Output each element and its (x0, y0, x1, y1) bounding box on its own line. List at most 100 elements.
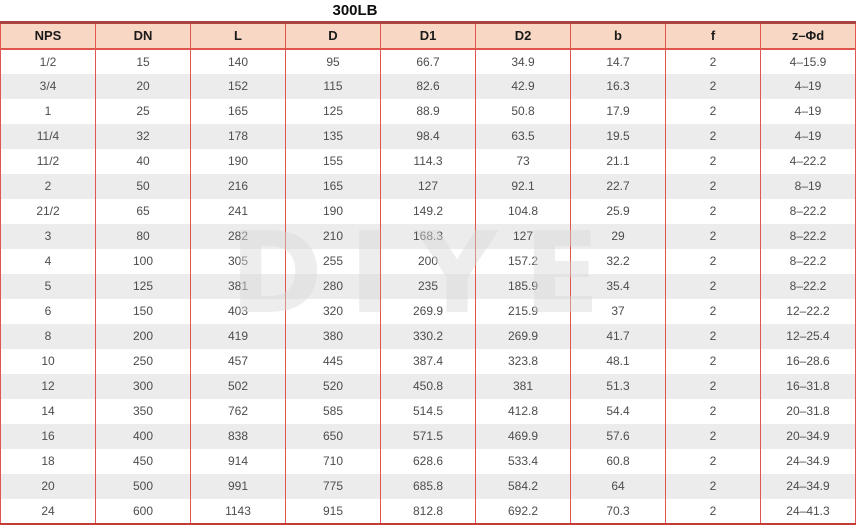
table-cell: 215.9 (475, 298, 571, 324)
table-cell: 762 (190, 398, 286, 424)
table-cell: 2 (665, 298, 761, 324)
table-cell: 16.3 (570, 73, 666, 99)
table-cell: 3/4 (0, 73, 96, 99)
table-cell: 2 (665, 198, 761, 224)
table-cell: 4–19 (760, 98, 856, 124)
table-cell: 40 (95, 148, 191, 174)
table-cell: 4–19 (760, 123, 856, 149)
table-cell: 381 (190, 273, 286, 299)
table-cell: 2 (665, 373, 761, 399)
table-cell: 305 (190, 248, 286, 274)
table-cell: 12–22.2 (760, 298, 856, 324)
column-header-f: f (665, 21, 761, 50)
table-cell: 2 (665, 98, 761, 124)
column-header-d1: D1 (380, 21, 476, 50)
table-cell: 24 (0, 498, 96, 525)
table-cell: 80 (95, 223, 191, 249)
column-header-d2: D2 (475, 21, 571, 50)
table-row: 16 400 838 650 571.5 469.9 57.6 2 20–34.9 (0, 423, 856, 449)
table-cell: 8–22.2 (760, 273, 856, 299)
table-row: 1/2 15 140 95 66.7 34.9 14.7 2 4–15.9 (0, 48, 856, 74)
table-cell: 514.5 (380, 398, 476, 424)
table-cell: 282 (190, 223, 286, 249)
table-cell: 320 (285, 298, 381, 324)
table-cell: 650 (285, 423, 381, 449)
table-cell: 32.2 (570, 248, 666, 274)
table-cell: 42.9 (475, 73, 571, 99)
table-cell: 54.4 (570, 398, 666, 424)
table-cell: 190 (285, 198, 381, 224)
table-cell: 21.1 (570, 148, 666, 174)
table-row: 21/2 65 241 190 149.2 104.8 25.9 2 8–22.2 (0, 198, 856, 224)
table-cell: 502 (190, 373, 286, 399)
table-cell: 18 (0, 448, 96, 474)
table-cell: 8–22.2 (760, 198, 856, 224)
table-cell: 914 (190, 448, 286, 474)
table-cell: 16–28.6 (760, 348, 856, 374)
table-row: 24 600 1143 915 812.8 692.2 70.3 2 24–41.3 (0, 498, 856, 525)
table-cell: 8–22.2 (760, 223, 856, 249)
table-cell: 1/2 (0, 48, 96, 74)
table-cell: 915 (285, 498, 381, 525)
table-cell: 14.7 (570, 48, 666, 74)
table-cell: 2 (665, 48, 761, 74)
table-row: 20 500 991 775 685.8 584.2 64 2 24–34.9 (0, 473, 856, 499)
table-cell: 584.2 (475, 473, 571, 499)
table-cell: 12 (0, 373, 96, 399)
table-cell: 8–19 (760, 173, 856, 199)
table-cell: 12–25.4 (760, 323, 856, 349)
table-cell: 323.8 (475, 348, 571, 374)
table-cell: 165 (190, 98, 286, 124)
table-cell: 412.8 (475, 398, 571, 424)
table-cell: 95 (285, 48, 381, 74)
table-cell: 235 (380, 273, 476, 299)
table-cell: 2 (665, 223, 761, 249)
table-row: 8 200 419 380 330.2 269.9 41.7 2 12–25.4 (0, 323, 856, 349)
table-cell: 255 (285, 248, 381, 274)
table-cell: 100 (95, 248, 191, 274)
table-cell: 115 (285, 73, 381, 99)
table-cell: 50.8 (475, 98, 571, 124)
table-row: 2 50 216 165 127 92.1 22.7 2 8–19 (0, 173, 856, 199)
table-cell: 2 (665, 73, 761, 99)
table-cell: 2 (665, 123, 761, 149)
table-cell: 4–19 (760, 73, 856, 99)
table-cell: 457 (190, 348, 286, 374)
table-cell: 400 (95, 423, 191, 449)
table-cell: 11/2 (0, 148, 96, 174)
table-cell: 152 (190, 73, 286, 99)
table-cell: 300 (95, 373, 191, 399)
table-cell: 692.2 (475, 498, 571, 525)
column-header-z-d: z–Φd (760, 21, 856, 50)
table-cell: 4–15.9 (760, 48, 856, 74)
table-cell: 2 (665, 448, 761, 474)
table-cell: 1 (0, 98, 96, 124)
table-row: 3/4 20 152 115 82.6 42.9 16.3 2 4–19 (0, 73, 856, 99)
table-cell: 10 (0, 348, 96, 374)
table-cell: 628.6 (380, 448, 476, 474)
table-cell: 60.8 (570, 448, 666, 474)
table-cell: 710 (285, 448, 381, 474)
table-cell: 2 (665, 348, 761, 374)
table-cell: 241 (190, 198, 286, 224)
table-cell: 63.5 (475, 123, 571, 149)
table-cell: 127 (475, 223, 571, 249)
table-cell: 125 (285, 98, 381, 124)
table-row: 1 25 165 125 88.9 50.8 17.9 2 4–19 (0, 98, 856, 124)
column-header-b: b (570, 21, 666, 50)
table-cell: 149.2 (380, 198, 476, 224)
table-cell: 24–34.9 (760, 473, 856, 499)
table-cell: 2 (665, 423, 761, 449)
table-cell: 600 (95, 498, 191, 525)
table-cell: 350 (95, 398, 191, 424)
table-cell: 4 (0, 248, 96, 274)
table-cell: 20 (0, 473, 96, 499)
table-cell: 775 (285, 473, 381, 499)
table-cell: 73 (475, 148, 571, 174)
table-cell: 140 (190, 48, 286, 74)
table-cell: 533.4 (475, 448, 571, 474)
table-cell: 155 (285, 148, 381, 174)
table-cell: 520 (285, 373, 381, 399)
table-row: 12 300 502 520 450.8 381 51.3 2 16–31.8 (0, 373, 856, 399)
table-row: 6 150 403 320 269.9 215.9 37 2 12–22.2 (0, 298, 856, 324)
